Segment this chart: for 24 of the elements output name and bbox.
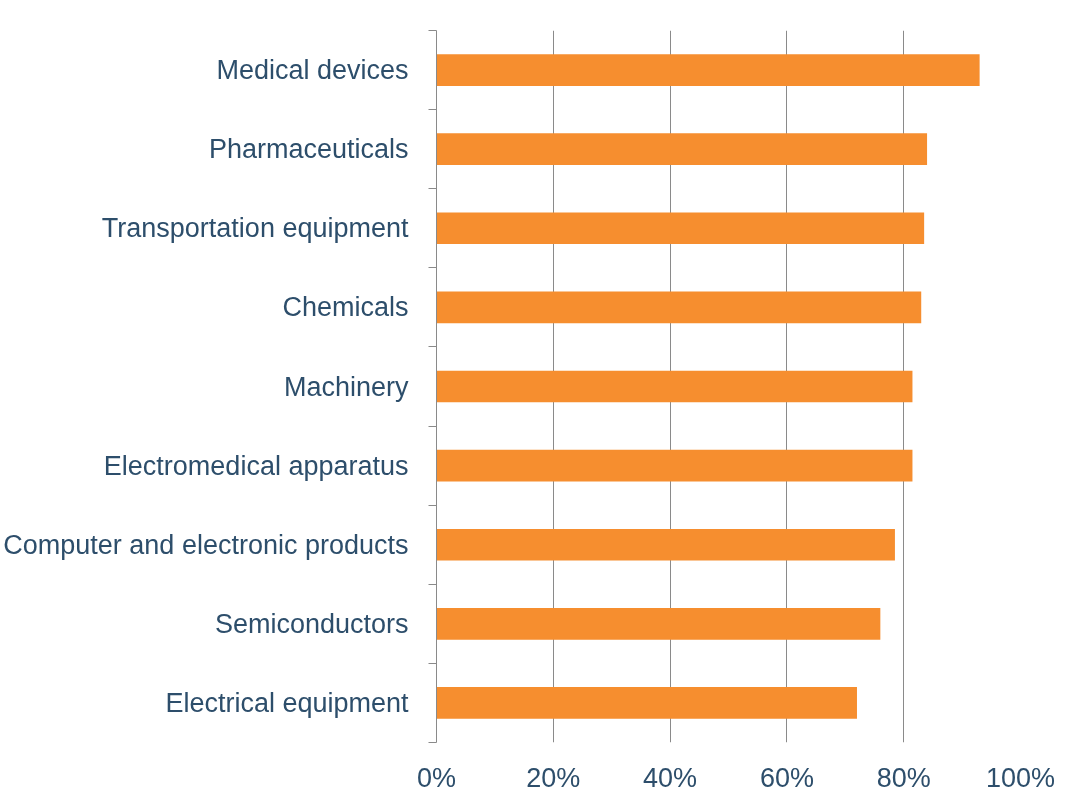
x-tick-label: 20% [526, 762, 581, 793]
y-tick-label: Machinery [283, 371, 409, 402]
bar [436, 449, 913, 482]
bar [436, 54, 980, 86]
x-tick-label: 60% [759, 762, 814, 793]
x-tick-label: 40% [643, 762, 698, 793]
bar [436, 687, 857, 719]
y-tick-label: Transportation equipment [101, 213, 409, 244]
x-tick-label: 80% [876, 762, 931, 793]
y-tick-label: Semiconductors [214, 608, 409, 639]
y-tick-label: Chemicals [282, 292, 409, 323]
bar [436, 291, 922, 324]
bar [436, 528, 895, 561]
y-tick-label: Electromedical apparatus [103, 450, 409, 481]
y-tick-label: Electrical equipment [165, 687, 409, 718]
bar [436, 370, 913, 403]
bar [436, 608, 881, 640]
bar [436, 133, 928, 165]
y-tick-label: Pharmaceuticals [208, 134, 409, 165]
y-tick-label: Computer and electronic products [3, 529, 409, 560]
x-tick-label: 0% [416, 762, 457, 793]
y-tick-label: Medical devices [216, 55, 409, 86]
x-tick-label: 100% [985, 762, 1056, 793]
bar [436, 212, 925, 245]
